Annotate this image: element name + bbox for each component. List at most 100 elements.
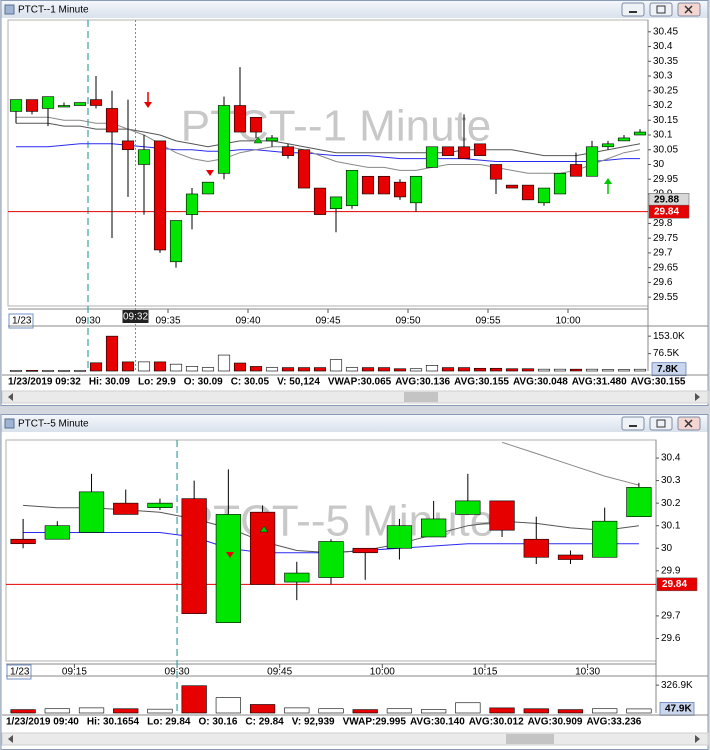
status-item: 1/23/2019 09:32 [8,377,81,388]
window-title: PTCT--1 Minute [18,5,89,16]
candle-body [57,105,71,108]
signal-arrow [144,102,152,108]
y-tick-label: 30.4 [653,41,673,52]
volume-bar [121,361,135,372]
window-button[interactable] [621,416,645,431]
volume-bar [473,367,487,372]
candle-body [318,541,344,578]
volume-bar [313,367,327,372]
volume-bar [137,361,151,372]
volume-bar [181,685,207,714]
candle-body [147,502,173,508]
title-bar [1,415,708,432]
candle-body [489,500,515,531]
current-volume-label: 47.9K [665,704,692,715]
candle-body [345,170,359,207]
x-tick-label: 09:15 [62,667,87,678]
scroll-right[interactable] [695,735,700,743]
scroll-right[interactable] [695,393,700,401]
volume-bar [249,704,276,714]
status-item: AVG:30.155 [631,377,686,388]
date-box [8,313,34,329]
volume-bar [201,367,215,372]
y-tick-label: 30 [653,159,665,170]
status-item: VWAP:30.065 [328,377,392,388]
volume-bar [185,366,199,372]
status-item: C: 30.05 [231,377,270,388]
volume-bar [265,367,279,372]
candle-body [421,518,447,538]
status-item: AVG:30.909 [528,717,583,728]
signal-arrow [604,178,612,184]
x-tick-label: 09:45 [315,316,340,327]
y-tick-label: 30.1 [661,520,681,531]
candle-body [297,149,311,189]
candle-body [233,105,247,133]
candle-body [425,146,439,168]
volume-bar [421,709,447,714]
volume-bar [233,362,247,372]
volume-bar [633,368,647,372]
status-item: Hi: 30.1654 [87,717,140,728]
volume-bar [113,708,139,714]
window-button[interactable] [649,416,673,431]
candle-body [137,149,151,165]
scroll-left[interactable] [8,735,13,743]
window-button[interactable] [621,2,645,17]
y-tick-label: 30 [661,543,673,554]
candle-body [377,175,391,195]
scrollbar-track[interactable] [1,732,709,746]
volume-bar [57,370,71,372]
volume-bar [25,370,39,372]
y-tick-label: 29.7 [653,248,673,259]
volume-bar [10,709,36,714]
scrollbar-thumb[interactable] [404,392,438,402]
candle-body [113,502,139,515]
candle-body [284,572,310,583]
volume-bar [361,367,375,372]
y-tick-label: 29.7 [661,611,681,622]
y-tick-label: 30.4 [661,453,681,464]
volume-bar [425,365,439,372]
candle-body [249,116,263,133]
candle-body [557,554,584,560]
scrollbar-thumb[interactable] [506,734,554,744]
signal-arrow [253,136,263,144]
volume-bar [318,708,344,714]
volume-bar [585,368,599,372]
candle-body [592,520,618,558]
volume-bar [386,708,413,714]
status-item: V: 50,124 [277,377,320,388]
window-button[interactable] [649,2,673,17]
status-item: O: 30.09 [184,377,223,388]
volume-bar [9,370,23,372]
volume-bar [217,354,231,372]
scrollbar-track[interactable] [1,390,709,404]
volume-bar [44,708,70,714]
maximize-icon [656,419,666,428]
candle-body [25,99,39,112]
cursor-label: 09:32 [123,312,148,323]
window-icon [4,4,15,15]
volume-bar [521,368,535,372]
volume-tick-label: 153.0K [653,331,685,342]
volume-bar [377,367,391,372]
candle-body [521,184,535,201]
volume-bar [297,367,311,372]
candle-body [617,137,631,142]
y-tick-label: 29.55 [653,292,678,303]
scroll-left[interactable] [8,393,13,401]
status-item: AVG:30.048 [513,377,568,388]
volume-tick-label: 326.9K [661,680,693,691]
current-volume-label: 7.8K [657,364,679,375]
status-item: AVG:30.155 [454,377,509,388]
y-tick-label: 30.2 [653,100,673,111]
candle-body [393,181,407,198]
candle-body [352,547,378,554]
volume-bar [569,368,583,372]
candle-body [409,175,423,204]
volume-bar [523,708,549,714]
y-tick-label: 29.75 [653,233,678,244]
volume-bar [617,369,631,372]
